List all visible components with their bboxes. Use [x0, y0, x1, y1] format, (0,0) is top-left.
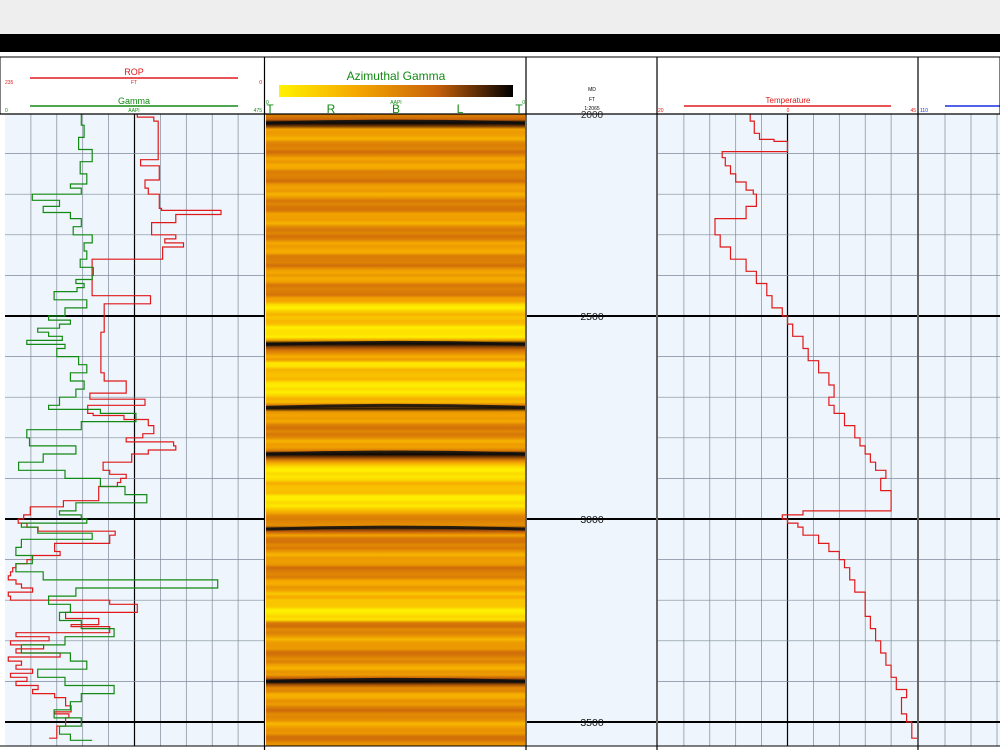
dark-bed-sinusoid	[265, 119, 526, 125]
track-borders	[0, 56, 1000, 750]
curve-layer	[7, 114, 917, 741]
rop-curve	[7, 114, 222, 739]
gamma-unit: AAPI	[128, 108, 139, 114]
azimuthal-gamma-image	[265, 114, 526, 746]
dark-bed-sinusoid	[265, 403, 526, 409]
gamma-scale-left: 0	[5, 108, 8, 114]
log-header: ROP FT 235 0 Gamma AAPI 0 475 Azimuthal …	[0, 57, 1000, 116]
orientation-label-top-left: T	[266, 102, 274, 116]
temperature-scale-left: 20	[658, 108, 664, 114]
depth-scale: 1:2065	[584, 106, 600, 112]
image-unit: AAPI	[390, 100, 401, 106]
rop-unit: FT	[131, 80, 137, 86]
image-scale-right: 0	[522, 100, 525, 106]
dark-bed-sinusoid	[265, 525, 526, 531]
window-title-bar	[0, 0, 1000, 35]
toolbar-strip	[0, 34, 1000, 52]
depth-label: 3500	[580, 717, 604, 729]
orientation-label-top-right: T	[515, 102, 523, 116]
image-scale-left: 0	[266, 100, 269, 106]
image-track-title: Azimuthal Gamma	[347, 69, 446, 83]
rop-scale-left: 235	[5, 80, 14, 86]
image-log-fill	[266, 114, 525, 746]
log-plot-area: ROP FT 235 0 Gamma AAPI 0 475 Azimuthal …	[0, 52, 1000, 750]
dark-bed-sinusoid	[265, 677, 526, 683]
depth-label: MD	[588, 87, 596, 93]
depth-label: 3000	[580, 514, 604, 526]
depth-labels: 2000 2500 3000 3500	[580, 110, 604, 729]
rop-scale-right: 0	[259, 80, 262, 86]
track5-scale-left: 110	[920, 108, 928, 114]
colormap-bar	[279, 85, 513, 97]
dark-bed-sinusoid	[265, 340, 526, 346]
temperature-curve-label: Temperature	[766, 96, 811, 105]
orientation-label-bottom: B	[392, 102, 400, 116]
rop-curve-label: ROP	[124, 67, 144, 77]
orientation-label-left: L	[457, 102, 464, 116]
temperature-scale-right: 45	[910, 108, 916, 114]
gamma-curve-label: Gamma	[118, 96, 150, 106]
depth-label-partial: 2000	[581, 110, 604, 121]
orientation-label-right: R	[327, 102, 336, 116]
temperature-curve	[714, 114, 917, 739]
depth-unit: FT	[589, 97, 595, 103]
gamma-curve	[15, 114, 219, 741]
depth-label: 2500	[580, 311, 604, 323]
track5-background	[919, 114, 1000, 746]
depth-background	[527, 114, 656, 746]
dark-bed-sinusoid	[265, 450, 526, 456]
well-log-chart: ROP FT 235 0 Gamma AAPI 0 475 Azimuthal …	[0, 56, 1000, 750]
gamma-scale-right: 475	[254, 108, 263, 114]
temperature-scale-mid: 0	[787, 108, 790, 114]
